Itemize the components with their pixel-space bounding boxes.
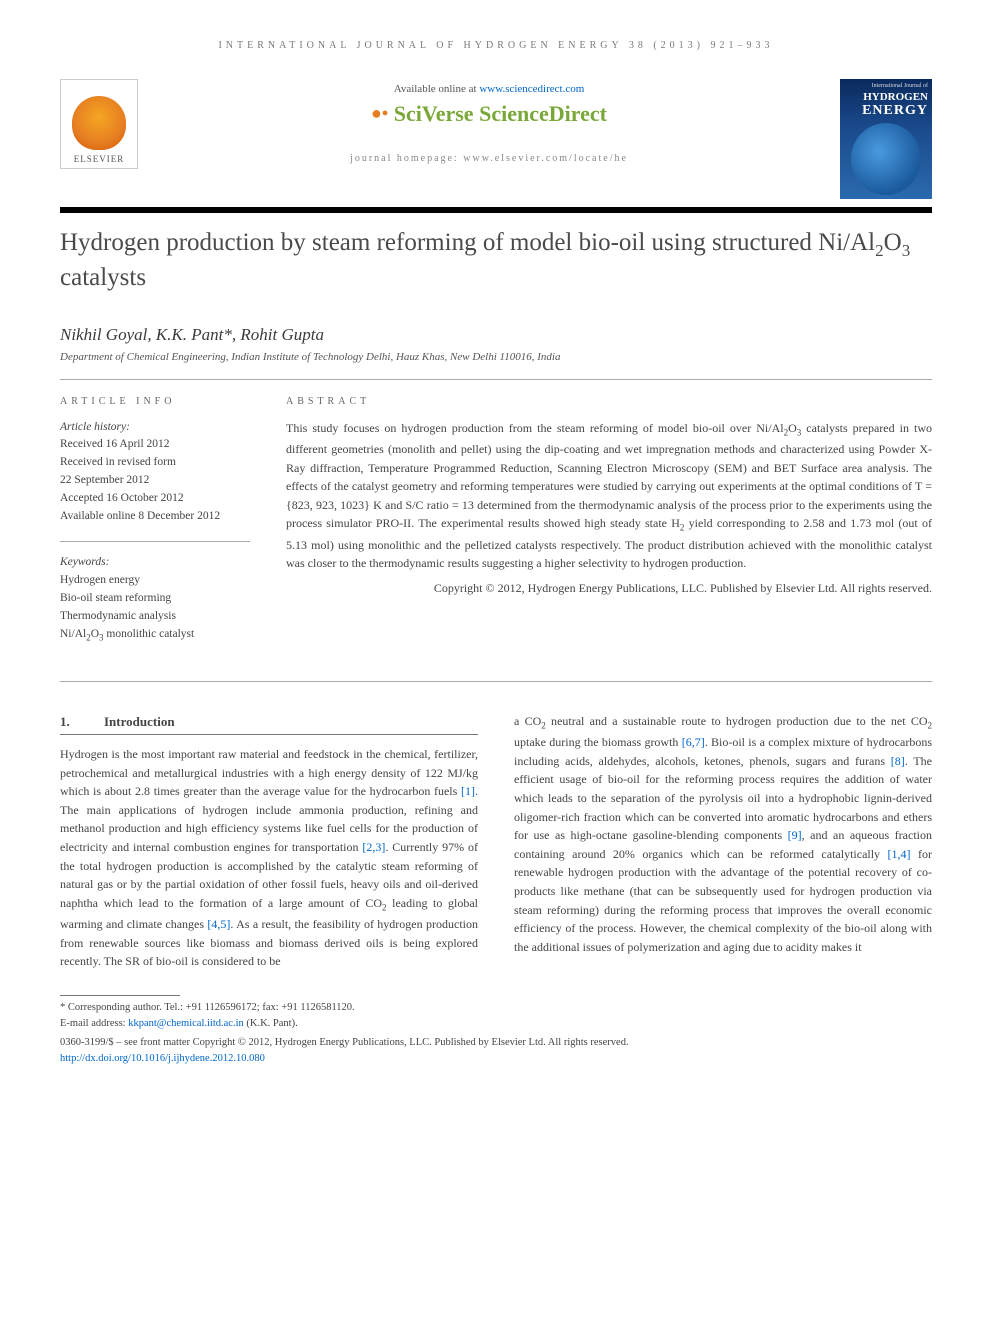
cover-energy: ENERGY [844, 103, 928, 119]
journal-homepage: journal homepage: www.elsevier.com/locat… [158, 153, 820, 164]
sciverse-mark-icon: ●• [371, 103, 388, 123]
history-line: Received 16 April 2012 [60, 436, 250, 454]
available-online-line: Available online at www.sciencedirect.co… [158, 83, 820, 95]
body-col-left: 1.Introduction Hydrogen is the most impo… [60, 712, 478, 1032]
doi-link[interactable]: http://dx.doi.org/10.1016/j.ijhydene.201… [60, 1053, 265, 1064]
abstract-bottom-rule [60, 681, 932, 682]
cover-globe-icon [851, 123, 921, 195]
history-line: Received in revised form [60, 454, 250, 472]
footnotes: * Corresponding author. Tel.: +91 112659… [60, 1000, 478, 1032]
affiliation: Department of Chemical Engineering, Indi… [60, 351, 932, 363]
email-label: E-mail address: [60, 1018, 128, 1029]
keyword: Thermodynamic analysis [60, 608, 250, 626]
keyword: Ni/Al2O3 monolithic catalyst [60, 626, 250, 645]
sciencedirect-link[interactable]: www.sciencedirect.com [479, 83, 584, 95]
article-info-column: ARTICLE INFO Article history: Received 1… [60, 396, 250, 661]
authors: Nikhil Goyal, K.K. Pant*, Rohit Gupta [60, 325, 932, 345]
abstract-head: ABSTRACT [286, 396, 932, 407]
info-divider [60, 541, 250, 542]
sciencedirect-word: ScienceDirect [479, 101, 607, 126]
keyword: Bio-oil steam reforming [60, 590, 250, 608]
history-line: Accepted 16 October 2012 [60, 490, 250, 508]
header-block: ELSEVIER Available online at www.science… [60, 79, 932, 199]
elsevier-tree-icon [72, 96, 126, 150]
abstract-column: ABSTRACT This study focuses on hydrogen … [286, 396, 932, 661]
history-line: Available online 8 December 2012 [60, 508, 250, 526]
header-center: Available online at www.sciencedirect.co… [158, 79, 820, 164]
keywords-block: Keywords: Hydrogen energy Bio-oil steam … [60, 554, 250, 644]
front-matter-line: 0360-3199/$ – see front matter Copyright… [60, 1035, 932, 1051]
section-title: Introduction [104, 714, 175, 729]
abstract-copyright: Copyright © 2012, Hydrogen Energy Public… [286, 579, 932, 598]
footnote-rule [60, 995, 180, 996]
elsevier-logo: ELSEVIER [60, 79, 138, 169]
abstract-text: This study focuses on hydrogen productio… [286, 419, 932, 573]
sciverse-word: SciVerse [394, 101, 479, 126]
corresponding-author: * Corresponding author. Tel.: +91 112659… [60, 1000, 478, 1016]
body-columns: 1.Introduction Hydrogen is the most impo… [60, 712, 932, 1032]
history-line: 22 September 2012 [60, 472, 250, 490]
sciverse-brand: ●• SciVerse ScienceDirect [158, 101, 820, 127]
email-line: E-mail address: kkpant@chemical.iitd.ac.… [60, 1016, 478, 1032]
available-text: Available online at [394, 83, 480, 95]
cover-top: International Journal of [844, 83, 928, 89]
intro-paragraph-1: Hydrogen is the most important raw mater… [60, 745, 478, 971]
cover-hydrogen: HYDROGEN [844, 91, 928, 103]
article-info-head: ARTICLE INFO [60, 396, 250, 407]
email-tail: (K.K. Pant). [244, 1018, 298, 1029]
keyword: Hydrogen energy [60, 572, 250, 590]
intro-paragraph-2: a CO2 neutral and a sustainable route to… [514, 712, 932, 956]
email-link[interactable]: kkpant@chemical.iitd.ac.in [128, 1018, 244, 1029]
body-col-right: a CO2 neutral and a sustainable route to… [514, 712, 932, 1032]
section-number: 1. [60, 712, 104, 732]
info-rule [60, 379, 932, 380]
title-rule [60, 207, 932, 213]
info-abstract-row: ARTICLE INFO Article history: Received 1… [60, 396, 932, 661]
history-label: Article history: [60, 419, 250, 437]
doi-line: http://dx.doi.org/10.1016/j.ijhydene.201… [60, 1053, 932, 1064]
elsevier-wordmark: ELSEVIER [74, 154, 125, 168]
article-title: Hydrogen production by steam reforming o… [60, 227, 932, 295]
journal-cover-thumbnail: International Journal of HYDROGEN ENERGY [840, 79, 932, 199]
running-head: INTERNATIONAL JOURNAL OF HYDROGEN ENERGY… [60, 40, 932, 51]
article-history: Article history: Received 16 April 2012 … [60, 419, 250, 526]
section-1-heading: 1.Introduction [60, 712, 478, 735]
keywords-label: Keywords: [60, 554, 250, 572]
